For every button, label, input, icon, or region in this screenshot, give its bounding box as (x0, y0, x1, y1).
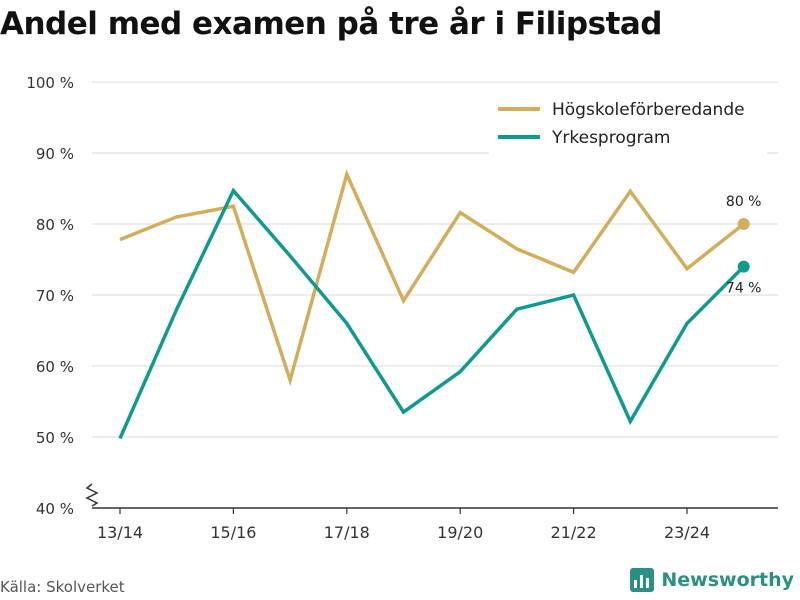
y-tick-label: 70 % (36, 287, 74, 305)
legend-box (489, 92, 767, 154)
x-tick-label: 19/20 (437, 523, 483, 542)
end-markers: 80 % 74 % (726, 194, 762, 297)
brand-name: Newsworthy (661, 569, 794, 591)
chart-title: Andel med examen på tre år i Filipstad (0, 6, 663, 42)
y-tick-label: 60 % (36, 358, 74, 376)
series-lines (118, 169, 745, 440)
legend-label: Högskoleförberedande (552, 100, 745, 120)
series-line (119, 169, 745, 387)
y-tick-label: 40 % (36, 500, 74, 518)
brand-logo: Newsworthy (630, 568, 794, 592)
grid-lines (92, 81, 778, 438)
bar-chart-icon (630, 568, 655, 592)
end-value-label: 80 % (726, 194, 762, 210)
x-tick-label: 15/16 (210, 523, 256, 542)
y-axis-ticks: 40 % 50 % 60 % 70 % 80 % 90 % 100 % (26, 74, 74, 518)
x-tick-label: 17/18 (324, 523, 370, 542)
x-tick-label: 23/24 (664, 523, 710, 542)
y-tick-label: 50 % (36, 429, 74, 447)
y-tick-label: 80 % (36, 216, 74, 234)
end-point (737, 218, 750, 230)
x-axis: 13/14 15/16 17/18 19/20 21/22 23/24 (85, 483, 778, 542)
legend: Högskoleförberedande Yrkesprogram (489, 92, 767, 154)
source-note: Källa: Skolverket (0, 578, 125, 596)
y-tick-label: 100 % (26, 74, 74, 92)
y-tick-label: 90 % (36, 145, 74, 163)
axis-break-mark (85, 483, 99, 507)
series-line (118, 187, 745, 440)
legend-label: Yrkesprogram (551, 128, 671, 148)
x-tick-label: 21/22 (551, 523, 597, 542)
end-point (737, 260, 750, 273)
x-tick-label: 13/14 (97, 523, 143, 542)
end-value-label: 74 % (726, 281, 762, 297)
